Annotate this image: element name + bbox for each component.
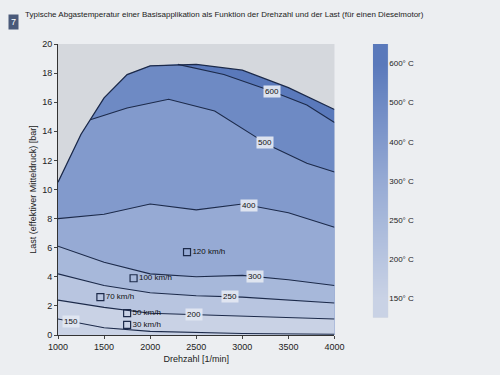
svg-text:7: 7	[11, 17, 16, 27]
svg-text:3000: 3000	[232, 342, 252, 352]
svg-text:250: 250	[223, 292, 237, 301]
svg-text:2000: 2000	[140, 342, 160, 352]
svg-text:400° C: 400° C	[389, 137, 414, 146]
svg-text:2500: 2500	[186, 342, 206, 352]
svg-text:70 km/h: 70 km/h	[106, 292, 134, 301]
svg-text:12: 12	[42, 156, 52, 166]
svg-text:8: 8	[47, 214, 52, 224]
svg-text:150° C: 150° C	[389, 294, 414, 303]
svg-text:4: 4	[47, 272, 52, 282]
svg-text:50 km/h: 50 km/h	[132, 308, 160, 317]
svg-text:600° C: 600° C	[389, 59, 414, 68]
svg-text:500: 500	[258, 138, 272, 147]
svg-text:100 km/h: 100 km/h	[139, 273, 172, 282]
svg-text:6: 6	[47, 243, 52, 253]
svg-text:300° C: 300° C	[389, 177, 414, 186]
svg-text:Drehzahl [1/min]: Drehzahl [1/min]	[163, 354, 229, 364]
svg-text:Typische Abgastemperatur einer: Typische Abgastemperatur einer Basisappl…	[25, 10, 424, 19]
svg-text:30 km/h: 30 km/h	[132, 320, 160, 329]
svg-text:200° C: 200° C	[389, 255, 414, 264]
svg-text:16: 16	[42, 97, 52, 107]
svg-text:2: 2	[47, 301, 52, 311]
svg-text:0: 0	[47, 330, 52, 340]
svg-text:150: 150	[64, 317, 78, 326]
svg-text:120 km/h: 120 km/h	[192, 247, 225, 256]
svg-text:4000: 4000	[324, 342, 344, 352]
svg-text:250° C: 250° C	[389, 216, 414, 225]
svg-text:Last (effektiver Mitteldruck): Last (effektiver Mitteldruck) [bar]	[28, 125, 38, 253]
svg-text:20: 20	[42, 39, 52, 49]
svg-text:1500: 1500	[94, 342, 114, 352]
svg-text:18: 18	[42, 68, 52, 78]
svg-text:14: 14	[42, 126, 52, 136]
svg-text:200: 200	[187, 310, 201, 319]
svg-text:500° C: 500° C	[389, 98, 414, 107]
svg-text:400: 400	[242, 201, 256, 210]
svg-text:300: 300	[248, 272, 262, 281]
svg-text:10: 10	[42, 185, 52, 195]
svg-text:3500: 3500	[278, 342, 298, 352]
svg-text:1000: 1000	[48, 342, 68, 352]
svg-text:600: 600	[265, 87, 279, 96]
